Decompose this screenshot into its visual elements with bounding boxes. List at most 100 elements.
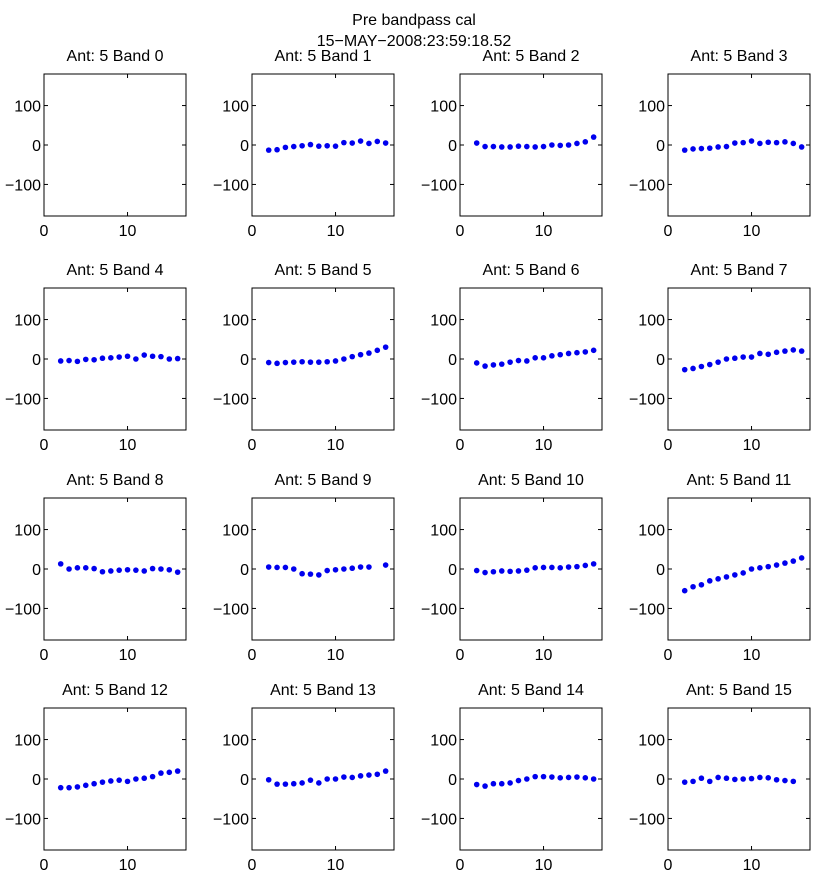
x-tick-label: 0 <box>248 647 257 664</box>
data-point <box>524 776 530 782</box>
x-tick-label: 0 <box>456 223 465 240</box>
data-point <box>382 768 389 774</box>
data-point <box>482 363 488 369</box>
data-point <box>99 779 106 785</box>
data-point <box>782 560 788 566</box>
x-tick-label: 0 <box>664 437 673 454</box>
data-point <box>565 350 572 357</box>
figure-title: Pre bandpass cal <box>352 12 476 29</box>
data-point <box>473 360 480 366</box>
subplot-title: Ant: 5 Band 4 <box>67 262 164 279</box>
data-point <box>316 143 322 149</box>
data-point <box>773 349 780 356</box>
axes-frame <box>459 73 603 217</box>
x-tick-label: 10 <box>119 437 137 454</box>
data-point <box>374 138 381 145</box>
y-tick-label: 100 <box>638 99 665 116</box>
data-point <box>166 566 173 573</box>
data-point <box>748 566 755 572</box>
data-point <box>357 351 364 358</box>
y-tick-label: 100 <box>430 99 457 116</box>
data-point <box>174 768 181 774</box>
data-point <box>582 349 589 355</box>
data-point <box>715 144 721 150</box>
data-point <box>549 774 555 780</box>
data-point <box>490 143 497 150</box>
data-point <box>290 143 297 150</box>
subplot-band-12: Ant: 5 Band 12 100 0 −100 0 10 <box>5 682 187 870</box>
x-tick-label: 10 <box>119 223 137 240</box>
data-point <box>332 358 339 364</box>
data-point <box>773 776 780 783</box>
y-tick-label: 100 <box>222 733 249 750</box>
x-tick-label: 10 <box>327 647 345 664</box>
y-tick-label: 100 <box>14 523 41 540</box>
data-point <box>108 778 114 784</box>
y-tick-label: −100 <box>5 601 41 618</box>
data-point <box>57 784 64 791</box>
data-point <box>732 140 738 146</box>
data-point <box>166 769 173 776</box>
data-point <box>507 780 513 786</box>
y-tick-label: −100 <box>213 391 249 408</box>
data-point <box>532 773 538 780</box>
x-tick-label: 10 <box>743 857 761 870</box>
data-point <box>374 347 381 354</box>
x-tick-label: 0 <box>456 437 465 454</box>
data-point <box>108 568 114 574</box>
x-tick-label: 0 <box>248 857 257 870</box>
y-tick-label: 100 <box>430 313 457 330</box>
data-point <box>723 356 730 362</box>
data-point <box>549 353 555 359</box>
x-tick-label: 0 <box>40 437 49 454</box>
data-point <box>374 771 381 778</box>
data-point <box>57 358 64 364</box>
data-point <box>723 574 730 580</box>
data-point <box>116 777 122 783</box>
data-point <box>773 139 780 146</box>
data-point <box>324 776 330 782</box>
data-point <box>91 565 97 572</box>
data-point <box>366 772 372 778</box>
data-point <box>732 355 738 362</box>
data-point <box>124 353 131 360</box>
subplot-band-14: Ant: 5 Band 14 100 0 −100 0 10 <box>421 682 603 870</box>
subplot-band-13: Ant: 5 Band 13 100 0 −100 0 10 <box>213 682 395 870</box>
y-tick-label: −100 <box>5 177 41 194</box>
data-point <box>274 360 280 367</box>
data-point <box>773 562 780 568</box>
axes-frame <box>251 73 395 217</box>
y-tick-label: 0 <box>32 772 41 789</box>
data-point <box>715 576 721 582</box>
data-point <box>798 555 805 561</box>
data-point <box>524 143 530 150</box>
axes-frame <box>667 287 811 431</box>
data-point <box>740 776 746 782</box>
data-point <box>698 145 705 152</box>
x-tick-label: 0 <box>456 857 465 870</box>
data-point <box>574 563 580 570</box>
axes-frame <box>667 707 811 851</box>
y-tick-label: 100 <box>222 313 249 330</box>
x-tick-label: 0 <box>664 223 673 240</box>
axes-frame <box>459 707 603 851</box>
data-point <box>498 361 505 367</box>
subplot-title: Ant: 5 Band 0 <box>67 48 164 65</box>
y-tick-label: 0 <box>448 138 457 155</box>
x-tick-label: 0 <box>40 647 49 664</box>
y-tick-label: −100 <box>421 601 457 618</box>
data-point <box>740 139 746 146</box>
axes-frame <box>667 73 811 217</box>
data-point <box>299 142 305 149</box>
y-tick-label: 0 <box>240 138 249 155</box>
figure-subtitle: 15−MAY−2008:23:59:18.52 <box>317 33 512 50</box>
data-point <box>324 567 330 574</box>
y-tick-label: −100 <box>5 811 41 828</box>
axes-frame <box>43 287 187 431</box>
data-point <box>524 567 530 573</box>
data-point <box>174 355 181 362</box>
data-point <box>349 140 356 146</box>
data-point <box>582 562 589 569</box>
